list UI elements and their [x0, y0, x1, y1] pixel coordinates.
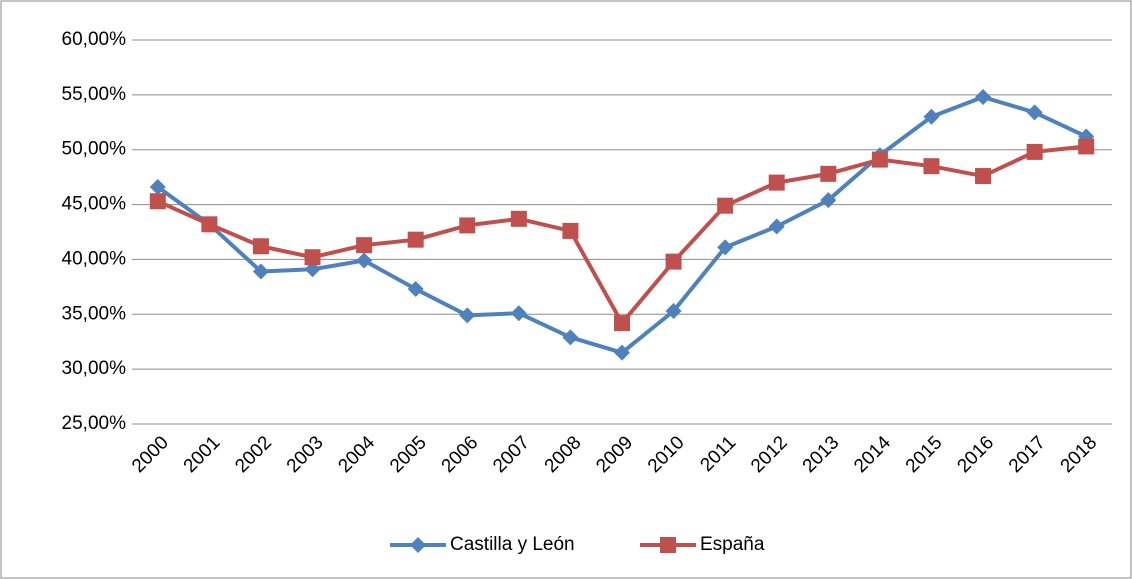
data-point	[149, 179, 166, 196]
data-point	[407, 231, 424, 248]
y-tick-label: 55,00%	[62, 84, 127, 105]
data-point	[252, 263, 269, 280]
data-point	[614, 315, 630, 332]
data-point	[252, 238, 269, 255]
y-tick-label: 60,00%	[62, 29, 127, 50]
data-point	[459, 307, 476, 324]
y-tick-label: 50,00%	[62, 139, 127, 160]
data-point	[304, 249, 321, 266]
legend-label: España	[700, 534, 765, 555]
data-point	[510, 210, 527, 227]
data-point	[665, 253, 682, 270]
data-point	[562, 222, 579, 239]
legend-swatch-marker	[410, 537, 426, 553]
legend-label: Castilla y León	[450, 534, 575, 555]
data-point	[717, 197, 734, 214]
data-point	[1078, 138, 1095, 155]
y-tick-label: 40,00%	[62, 248, 127, 269]
data-point	[356, 237, 373, 254]
data-point	[975, 168, 992, 185]
data-point	[871, 151, 888, 168]
data-point	[1026, 143, 1043, 160]
data-point	[923, 158, 940, 175]
data-point	[923, 108, 940, 125]
y-tick-label: 35,00%	[62, 303, 127, 324]
data-point	[717, 239, 734, 256]
y-tick-label: 25,00%	[62, 413, 127, 434]
legend-swatch-marker	[660, 537, 676, 553]
data-point	[614, 344, 630, 361]
data-point	[820, 165, 837, 182]
y-tick-label: 45,00%	[62, 194, 127, 215]
data-point	[459, 217, 476, 234]
data-point	[820, 192, 837, 209]
data-point	[768, 218, 785, 235]
data-point	[149, 193, 166, 210]
data-point	[768, 174, 785, 191]
data-point	[1026, 104, 1043, 121]
data-point	[975, 89, 992, 106]
data-point	[356, 252, 373, 269]
data-point	[407, 281, 424, 298]
data-point	[304, 261, 321, 278]
y-tick-label: 30,00%	[62, 358, 127, 379]
data-point	[201, 216, 218, 233]
data-point	[510, 305, 527, 322]
data-point	[562, 329, 579, 346]
data-point	[665, 302, 682, 319]
